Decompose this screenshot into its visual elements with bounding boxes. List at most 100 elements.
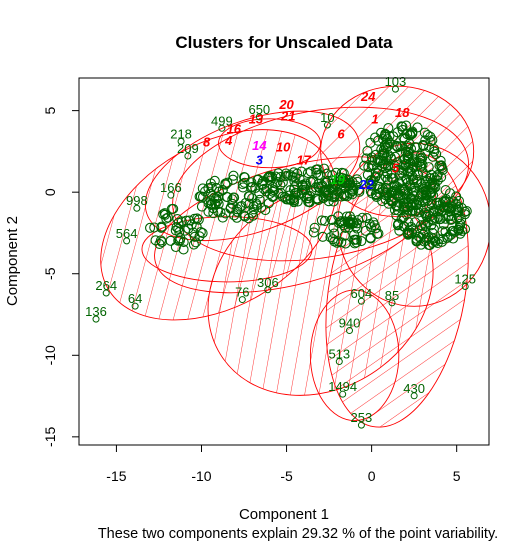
- point-marker: [335, 358, 343, 366]
- point-marker: [345, 327, 353, 335]
- point-marker: [411, 235, 422, 246]
- point-marker: [102, 289, 110, 297]
- point-marker: [209, 175, 220, 186]
- point-marker: [239, 177, 250, 188]
- point-marker: [403, 167, 414, 178]
- point-marker: [357, 297, 365, 305]
- point-label: 125: [454, 272, 476, 287]
- point-marker: [380, 131, 392, 142]
- cluster-label: 18: [395, 105, 410, 120]
- point-marker: [287, 171, 298, 182]
- point-marker: [440, 213, 451, 224]
- point-marker: [397, 141, 408, 152]
- point-marker: [388, 299, 396, 307]
- point-marker: [382, 168, 393, 179]
- point-marker: [328, 196, 339, 207]
- point-marker: [425, 131, 436, 142]
- point-marker: [351, 174, 362, 185]
- point-marker: [339, 230, 350, 241]
- point-marker: [319, 186, 330, 197]
- point-marker: [292, 196, 303, 207]
- point-marker: [392, 205, 404, 216]
- point-marker: [313, 170, 324, 181]
- point-marker: [372, 163, 383, 175]
- y-tick-label: -10: [42, 345, 58, 365]
- point-marker: [349, 234, 360, 245]
- point-marker: [311, 164, 322, 175]
- point-marker: [434, 214, 445, 225]
- point-marker: [339, 390, 347, 398]
- point-marker: [429, 212, 440, 224]
- point-marker: [123, 237, 131, 245]
- point-marker: [400, 146, 411, 158]
- point-marker: [368, 176, 379, 187]
- point-marker: [262, 172, 274, 183]
- point-marker: [173, 223, 184, 234]
- point-marker: [161, 213, 172, 224]
- point-label: 306: [257, 275, 279, 290]
- point-marker: [411, 199, 422, 210]
- point-label: 1494: [328, 379, 357, 394]
- point-marker: [304, 197, 315, 208]
- point-marker: [171, 222, 182, 233]
- point-label: 10: [320, 110, 334, 125]
- point-marker: [309, 222, 320, 233]
- cluster-label: 22: [358, 177, 374, 192]
- point-marker: [209, 198, 220, 209]
- y-axis: -15 -10 -5 0 5: [42, 107, 80, 447]
- point-marker: [429, 144, 440, 155]
- point-marker: [418, 140, 429, 152]
- point-marker: [374, 181, 385, 192]
- point-marker: [255, 113, 263, 121]
- point-marker: [186, 219, 197, 230]
- point-marker: [340, 222, 351, 234]
- point-marker: [367, 155, 378, 166]
- point-marker: [92, 315, 100, 323]
- x-tick-label: -15: [106, 468, 126, 484]
- point-marker: [456, 202, 467, 213]
- point-marker: [162, 212, 174, 223]
- cluster-label: 10: [276, 139, 291, 154]
- point-marker: [351, 237, 362, 248]
- point-marker: [195, 191, 206, 202]
- point-marker: [150, 235, 161, 246]
- point-marker: [173, 235, 184, 246]
- point-marker: [405, 130, 416, 141]
- point-marker: [297, 179, 308, 190]
- point-marker: [220, 179, 231, 190]
- point-label: 998: [126, 193, 148, 208]
- point-marker: [433, 234, 444, 245]
- point-marker: [392, 219, 404, 230]
- point-marker: [178, 244, 189, 255]
- point-marker: [406, 221, 417, 232]
- point-marker: [429, 172, 440, 183]
- point-marker: [426, 197, 437, 208]
- point-marker: [372, 157, 383, 168]
- point-marker: [342, 178, 353, 189]
- point-marker: [267, 192, 278, 203]
- point-marker: [217, 212, 228, 223]
- point-marker: [402, 177, 413, 188]
- point-marker: [396, 121, 407, 132]
- point-marker: [333, 236, 344, 247]
- point-marker: [205, 199, 216, 210]
- point-marker: [311, 167, 322, 179]
- point-marker: [316, 215, 327, 226]
- cluster-label: 5: [392, 161, 400, 176]
- point-marker: [357, 421, 365, 429]
- point-label: 430: [403, 381, 425, 396]
- point-marker: [411, 142, 422, 153]
- point-marker: [168, 203, 179, 214]
- point-marker: [193, 214, 204, 225]
- point-marker: [319, 163, 330, 174]
- point-marker: [391, 140, 402, 151]
- point-marker: [294, 173, 305, 184]
- point-marker: [440, 196, 451, 207]
- point-marker: [329, 228, 340, 239]
- point-marker: [429, 146, 440, 157]
- point-marker: [404, 228, 415, 239]
- point-marker: [406, 200, 417, 211]
- cluster-label: 21: [280, 108, 295, 123]
- point-marker: [237, 179, 248, 190]
